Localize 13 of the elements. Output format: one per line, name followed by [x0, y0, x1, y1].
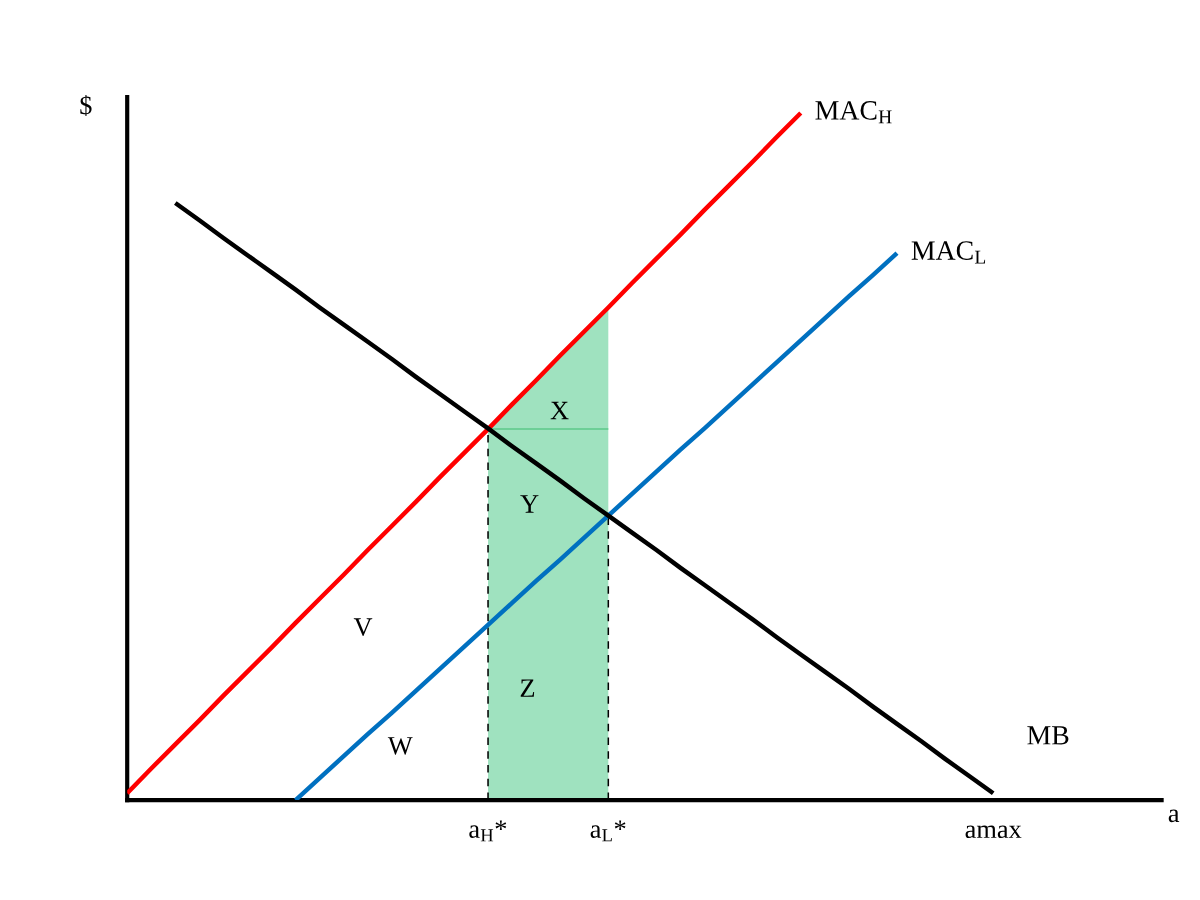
annotation: Z [520, 679, 535, 697]
text: MB [1027, 726, 1069, 745]
annotation: W [387, 737, 413, 755]
x-tick-label: a$_{L}$* [590, 820, 626, 842]
y-axis-title: $ [80, 94, 92, 117]
annotation: Y [520, 495, 539, 513]
series-label: MAC$_{L}$ [911, 241, 986, 264]
x-tick-label: a$_{H}$* [469, 820, 507, 842]
x-axis-title: a [1168, 809, 1180, 823]
annotation: X [550, 401, 569, 420]
annotation: V [353, 618, 373, 637]
series-label: MAC$_{H}$ [815, 101, 892, 124]
x-tick-label: amax [965, 825, 1022, 839]
